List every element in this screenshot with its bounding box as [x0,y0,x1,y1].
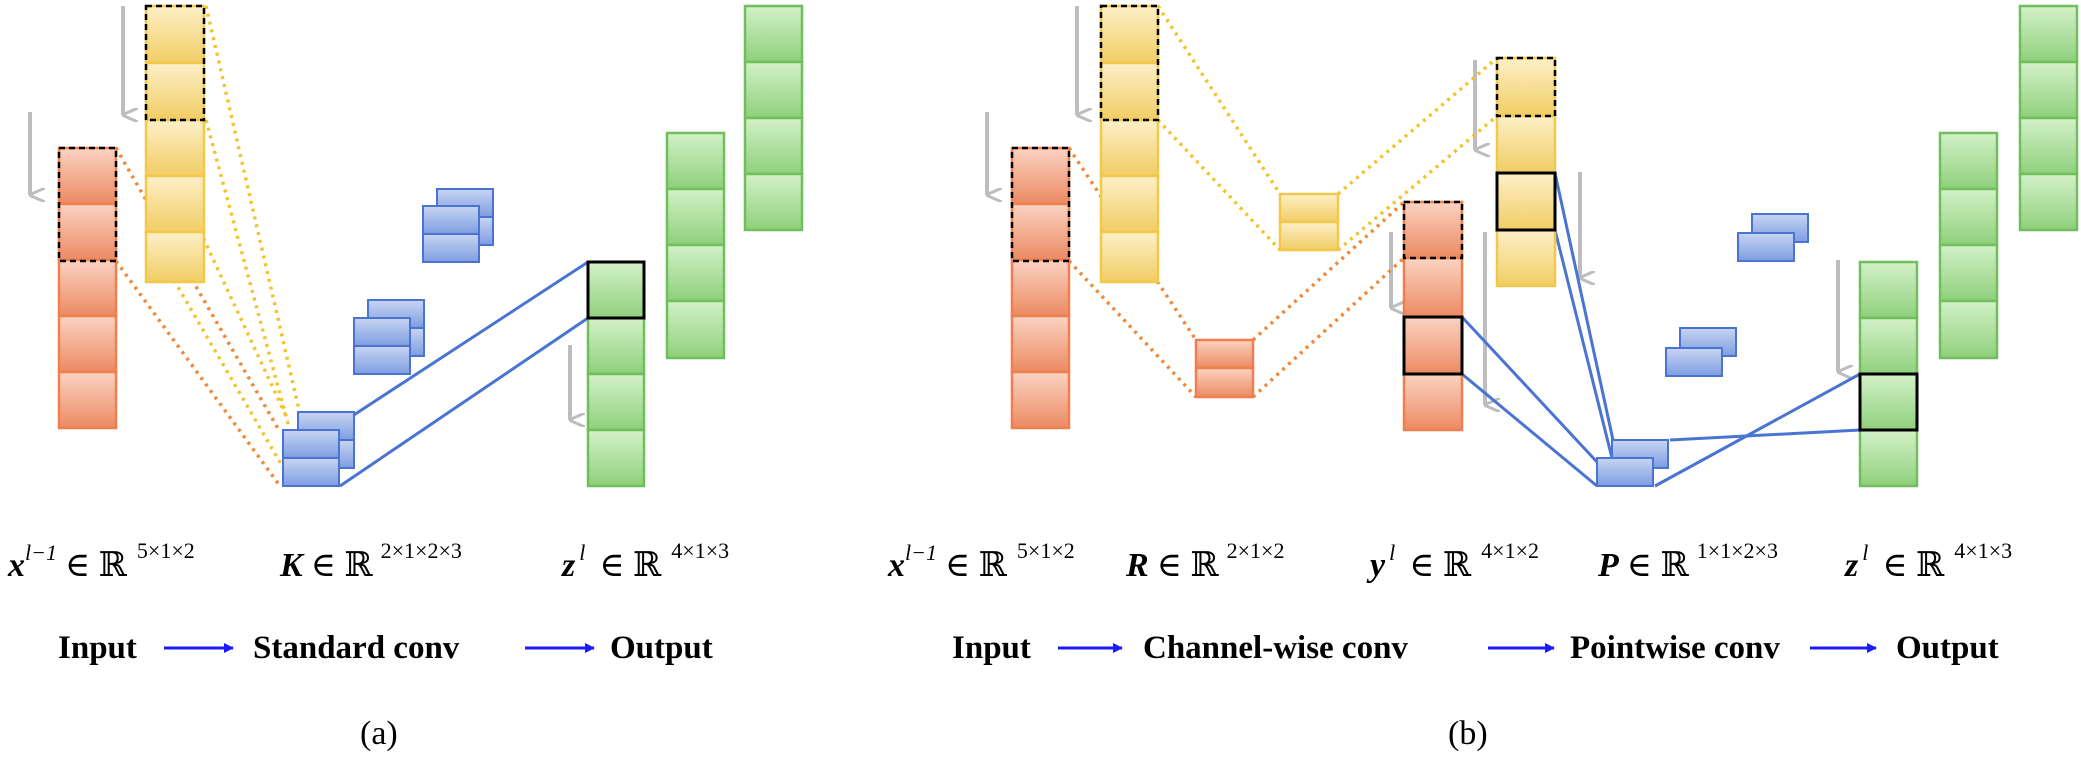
flow-output-b: Output [1896,630,1999,666]
svg-text:yl∈ ℝ4×1×2: y l ∈ ℝ 4×1×2 [1366,538,1539,584]
flow-output-a: Output [610,630,713,666]
flow-input-a: Input [58,630,137,666]
label-k-a: K ∈ ℝ 2×1×2×3 [279,538,462,584]
input-column-channel-2 [144,4,206,284]
slide-arrows-b [985,6,1838,405]
channel-kernel-r [1194,192,1340,399]
output-column-1 [586,260,646,488]
receptive-field-box [1010,146,1071,263]
panel-a: xl−1 ∈ ℝ 5×1×2 K ∈ ℝ 2×1×2×3 z l ∈ ℝ 4×1×3 Inpu… [7,4,804,752]
output-highlight-box [586,260,646,320]
flow-pointwise-conv: Pointwise conv [1570,630,1780,666]
svg-text:xl−1∈ ℝ5×1×2: xl−1 ∈ ℝ 5×1×2 [887,538,1075,584]
intermediate-column-y2 [1495,56,1557,288]
input-column-channel-2-b [1099,4,1160,284]
solid-connections-a [339,260,589,488]
receptive-field-box [1495,56,1557,118]
pointwise-kernel-p [1596,213,1809,487]
output-column-2 [665,131,726,360]
label-x-a: xl−1 ∈ ℝ 5×1×2 [7,538,195,584]
slide-arrows-a [28,6,570,420]
svg-text:zl∈ ℝ4×1×3: z l ∈ ℝ 4×1×3 [561,538,729,584]
svg-text:K∈ ℝ2×1×2×3: K ∈ ℝ 2×1×2×3 [279,538,462,584]
dotted-connections-a [114,5,302,488]
panel-b: xl−1 ∈ ℝ 5×1×2 R ∈ ℝ 2×1×2 y l ∈ ℝ 4×1×2 P ∈ ℝ 1×… [887,4,2079,752]
output-column-3-b [2018,4,2079,232]
label-x-b: xl−1 ∈ ℝ 5×1×2 [887,538,1075,584]
pointwise-highlight-box [1495,171,1557,232]
svg-text:P∈ ℝ1×1×2×3: P ∈ ℝ 1×1×2×3 [1597,538,1778,584]
kernel-stacks-a [282,188,494,487]
output-column-3 [743,4,804,232]
input-column-channel-1 [57,146,118,430]
flow-channel-wise-conv: Channel-wise conv [1143,630,1408,666]
input-column-channel-1-b [1010,146,1071,430]
label-z-b: z l ∈ ℝ 4×1×3 [1844,538,2012,584]
kernel-2 [353,299,425,375]
label-z-a: z l ∈ ℝ 4×1×3 [561,538,729,584]
output-highlight-box [1858,372,1919,432]
kernel-1 [282,411,355,487]
label-y-b: y l ∈ ℝ 4×1×2 [1366,538,1539,584]
caption-b: (b) [1448,715,1488,752]
output-column-2-b [1938,131,1999,360]
svg-text:xl−1∈ ℝ5×1×2: xl−1 ∈ ℝ 5×1×2 [7,538,195,584]
solid-connections-b [1460,172,1861,488]
flow-input-b: Input [952,630,1031,666]
label-r-b: R ∈ ℝ 2×1×2 [1125,538,1284,584]
svg-text:R∈ ℝ2×1×2: R ∈ ℝ 2×1×2 [1125,538,1284,584]
label-p-b: P ∈ ℝ 1×1×2×3 [1597,538,1778,584]
flow-standard-conv: Standard conv [253,630,460,666]
receptive-field-box [1099,4,1160,122]
dotted-connections-b [1067,5,1499,399]
receptive-field-box [57,146,118,263]
kernel-3 [422,188,494,263]
receptive-field-box [144,4,206,122]
caption-a: (a) [360,715,398,752]
intermediate-column-y1 [1402,200,1464,432]
receptive-field-box [1402,200,1464,260]
pointwise-highlight-box [1402,315,1464,376]
svg-text:zl∈ ℝ4×1×3: z l ∈ ℝ 4×1×3 [1844,538,2012,584]
